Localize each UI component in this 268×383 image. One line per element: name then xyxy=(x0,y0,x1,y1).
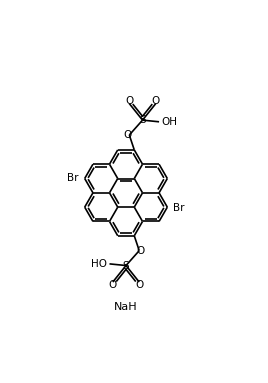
Text: S: S xyxy=(123,260,129,270)
Text: O: O xyxy=(135,280,143,290)
Text: Br: Br xyxy=(173,203,185,213)
Text: NaH: NaH xyxy=(114,302,138,312)
Text: O: O xyxy=(152,96,160,106)
Text: O: O xyxy=(125,96,133,106)
Text: OH: OH xyxy=(162,117,178,127)
Text: O: O xyxy=(124,130,132,140)
Text: Br: Br xyxy=(67,173,79,183)
Text: O: O xyxy=(109,280,117,290)
Text: S: S xyxy=(139,115,146,125)
Text: O: O xyxy=(137,246,145,256)
Text: HO: HO xyxy=(91,259,107,269)
